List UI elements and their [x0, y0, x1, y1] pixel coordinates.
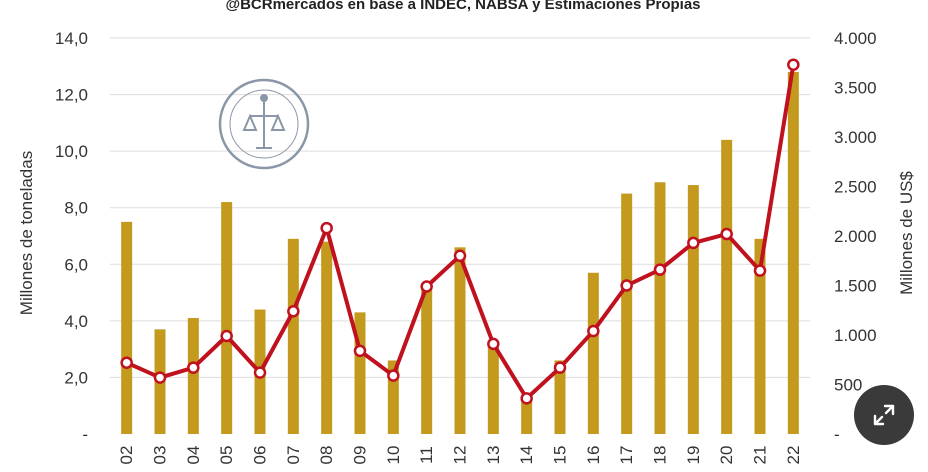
y-axis-label: Millones de toneladas: [17, 151, 36, 315]
line-point: [653, 263, 667, 276]
x-tick-label: 03: [151, 446, 170, 465]
line-series: [120, 58, 800, 405]
y-tick-label: 6,0: [64, 255, 88, 274]
x-tick-label: 13: [484, 446, 503, 465]
x-tick-label: 07: [284, 446, 303, 465]
y-tick-label: 14,0: [55, 29, 88, 48]
line-point: [753, 264, 767, 277]
bar: [521, 397, 533, 434]
y2-tick-label: 3.500: [834, 79, 877, 98]
line-point: [787, 58, 800, 71]
x-tick-label: 09: [351, 446, 370, 465]
expand-button[interactable]: [854, 385, 914, 445]
line-point: [453, 249, 467, 263]
line-point: [153, 371, 167, 384]
y2-tick-label: 2.000: [834, 227, 877, 246]
bar: [421, 289, 433, 434]
x-tick-label: 16: [584, 446, 603, 465]
y2-tick-label: 1.500: [834, 277, 877, 296]
y2-tick-label: 2.500: [834, 178, 877, 197]
x-tick-label: 02: [117, 446, 136, 465]
x-tick-label: 17: [617, 446, 636, 465]
y-tick-label: -: [82, 425, 88, 444]
y2-axis-label: Millones de US$: [897, 171, 916, 295]
y2-tick-label: 1.000: [834, 326, 877, 345]
line-point: [587, 324, 600, 338]
x-tick-label: 18: [651, 446, 670, 465]
bar: [654, 182, 666, 434]
y-tick-label: 4,0: [64, 312, 88, 331]
x-tick-label: 14: [517, 446, 536, 465]
bar: [754, 238, 766, 434]
y-tick-label: 8,0: [64, 199, 88, 218]
line-point: [487, 337, 500, 351]
y-tick-label: 12,0: [55, 86, 88, 105]
y2-tick-label: 500: [834, 376, 862, 395]
bar: [454, 247, 466, 434]
line-point: [287, 304, 300, 318]
line-point: [720, 227, 733, 241]
y2-tick-label: -: [834, 425, 840, 444]
line-point: [620, 279, 633, 292]
bar: [587, 272, 599, 434]
expand-arrows-icon: [873, 404, 895, 426]
x-tick-label: 21: [751, 446, 770, 465]
x-tick-label: 11: [417, 446, 436, 464]
bar: [287, 238, 299, 434]
bar: [554, 360, 566, 434]
x-tick-label: 10: [384, 446, 403, 465]
line-point: [520, 392, 533, 405]
bar: [221, 202, 233, 434]
x-tick-label: 15: [551, 446, 570, 465]
bar: [487, 343, 499, 434]
x-tick-label: 08: [317, 446, 336, 465]
x-tick-label: 05: [217, 446, 236, 465]
bar: [687, 185, 699, 434]
line-point: [353, 344, 367, 358]
right-axis-ticks: - 500 1.000 1.500 2.000 2.500 3.000 3.500 4.000: [834, 29, 877, 444]
line-point: [320, 221, 333, 235]
line-point: [687, 236, 700, 250]
bar: [621, 193, 633, 434]
x-axis-ticks: 02 03 04 05 06 07 08 09 10 11 12 13 14 15 16 17 18 19 20 21…: [117, 446, 803, 465]
bar: [354, 312, 366, 434]
y2-tick-label: 4.000: [834, 29, 877, 48]
y2-tick-label: 3.000: [834, 128, 877, 147]
chart-subtitle: @BCRmercados en base a INDEC, NABSA y Es…: [225, 0, 700, 13]
x-tick-label: 20: [717, 446, 736, 465]
line-point: [420, 280, 433, 293]
y-tick-label: 10,0: [55, 142, 88, 161]
bar: [721, 139, 733, 435]
y-tick-label: 2,0: [64, 368, 88, 387]
line-point: [387, 369, 400, 382]
left-axis-ticks: - 2,0 4,0 6,0 8,0 10,0 12,0 14,0: [55, 29, 88, 444]
x-tick-label: 04: [184, 446, 203, 465]
line-point: [553, 361, 567, 374]
line-point: [220, 329, 233, 343]
x-tick-label: 22: [784, 446, 803, 465]
line-point: [120, 356, 133, 369]
line-point: [253, 366, 267, 379]
bar: [787, 71, 799, 434]
watermark-logo: [218, 78, 310, 170]
bar: [121, 221, 133, 434]
bar: [187, 318, 199, 434]
line-point: [187, 361, 200, 374]
x-tick-label: 19: [684, 446, 703, 465]
bar: [387, 360, 399, 434]
x-tick-label: 06: [251, 446, 270, 465]
x-tick-label: 12: [451, 446, 470, 465]
bar: [321, 241, 333, 434]
